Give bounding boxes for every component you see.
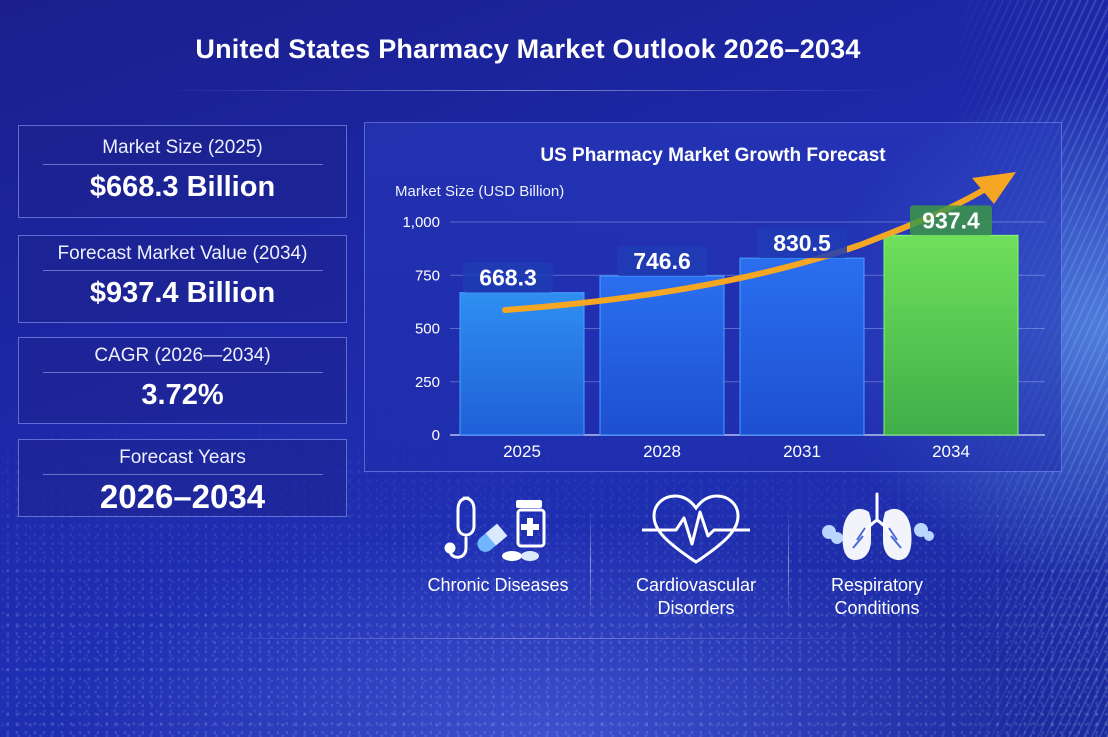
y-axis-label: Market Size (USD Billion) xyxy=(395,183,565,200)
stat-value: $937.4 Billion xyxy=(89,277,276,309)
y-tick-label: 500 xyxy=(415,321,440,338)
x-tick-label: 2031 xyxy=(783,442,821,461)
lungs-icon xyxy=(822,492,934,560)
value-label-bg xyxy=(757,228,847,259)
value-label-bg xyxy=(617,245,707,276)
bottom-divider xyxy=(160,638,900,639)
bar xyxy=(599,275,725,436)
x-tick-label: 2028 xyxy=(643,442,681,461)
chart-title: US Pharmacy Market Growth Forecast xyxy=(540,145,886,166)
x-tick-label: 2034 xyxy=(932,442,970,461)
stethoscope-pills-icon xyxy=(444,496,546,561)
stat-card-forecast-years: Forecast Years 2026–2034 xyxy=(18,439,347,517)
value-label: 668.3 xyxy=(479,265,537,291)
stat-card-forecast-value: Forecast Market Value (2034) $937.4 Bill… xyxy=(18,235,347,323)
value-label: 746.6 xyxy=(633,248,691,274)
stat-label: Forecast Years xyxy=(119,447,246,468)
heart-pulse-icon xyxy=(642,494,750,564)
value-label: 830.5 xyxy=(773,230,831,256)
y-tick-label: 750 xyxy=(415,267,440,284)
category-divider xyxy=(788,508,789,623)
category-label: Chronic Diseases xyxy=(427,575,569,595)
bar xyxy=(739,257,865,436)
stat-card-cagr: CAGR (2026—2034) 3.72% xyxy=(18,337,347,424)
y-tick-label: 250 xyxy=(415,374,440,391)
category-chronic-diseases: Chronic Diseases xyxy=(406,490,590,640)
trend-arrow-head xyxy=(972,172,1016,204)
stat-divider xyxy=(42,372,323,373)
stat-divider xyxy=(42,270,323,271)
stat-divider xyxy=(42,164,323,165)
stat-label: CAGR (2026—2034) xyxy=(94,345,271,366)
category-label: Cardiovascular Disorders xyxy=(635,575,757,618)
value-label: 937.4 xyxy=(922,207,980,233)
title-divider xyxy=(160,90,900,91)
stat-value: $668.3 Billion xyxy=(89,171,276,203)
stat-value: 2026–2034 xyxy=(99,478,266,515)
stat-value: 3.72% xyxy=(141,379,224,411)
value-label-bg xyxy=(910,205,992,236)
stat-label: Market Size (2025) xyxy=(102,137,263,158)
stat-divider xyxy=(42,474,323,475)
stat-card-market-size: Market Size (2025) $668.3 Billion xyxy=(18,125,347,218)
category-label: Respiratory Conditions xyxy=(830,575,924,618)
therapy-categories: Chronic Diseases Cardiovascular Disorder… xyxy=(392,490,972,640)
y-tick-label: 1,000 xyxy=(402,214,440,231)
category-respiratory: Respiratory Conditions xyxy=(792,490,962,640)
x-tick-label: 2025 xyxy=(503,442,541,461)
bar xyxy=(883,234,1019,436)
category-cardiovascular: Cardiovascular Disorders xyxy=(606,490,786,640)
stat-label: Forecast Market Value (2034) xyxy=(57,243,308,264)
value-label-bg xyxy=(463,262,553,293)
category-divider xyxy=(590,508,591,623)
bar xyxy=(459,292,585,436)
y-tick-label: 0 xyxy=(432,427,440,444)
page-title: United States Pharmacy Market Outlook 20… xyxy=(195,34,861,64)
